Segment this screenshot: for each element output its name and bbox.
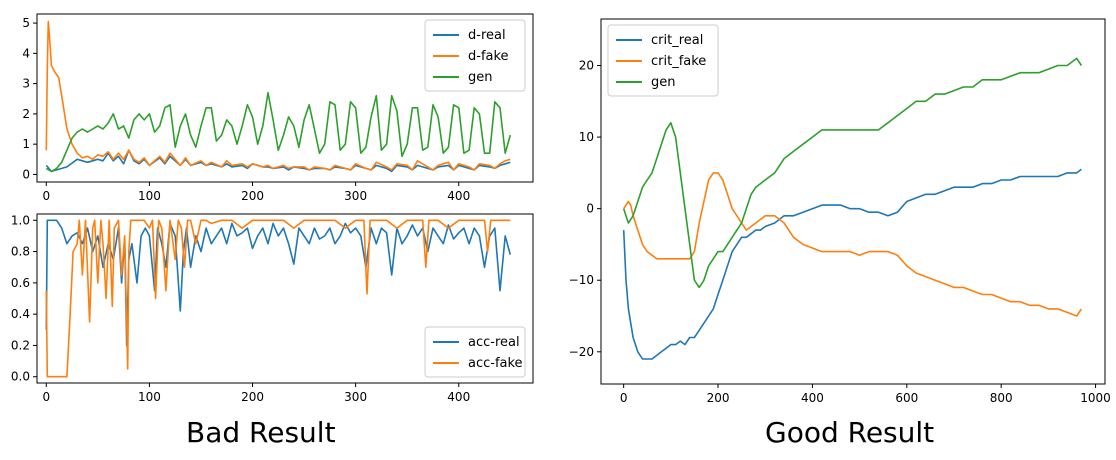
accuracy-xtick-label: 400 [447, 390, 470, 404]
accuracy-legend-label-acc-fake: acc-fake [468, 356, 523, 371]
wgan-xtick-label: 200 [707, 391, 730, 405]
accuracy-xtick-label: 100 [138, 390, 161, 404]
loss-xtick-label: 400 [447, 189, 470, 203]
wgan-ytick-label: −10 [569, 273, 594, 287]
wgan-legend-label-crit-real: crit_real [651, 33, 703, 48]
accuracy-ytick-label: 0.2 [11, 338, 30, 352]
accuracy-xtick-label: 0 [42, 390, 50, 404]
loss-xtick-label: 300 [344, 189, 367, 203]
loss-chart: 0 100 200 300 400 0 1 2 3 4 5 d-real d-fake gen [22, 13, 534, 203]
loss-line-d-fake [45, 20, 511, 171]
wgan-chart: 0 200 400 600 800 1000−20−1001020crit_realcri… [569, 18, 1111, 405]
loss-legend: d-real d-fake gen [424, 19, 526, 92]
wgan-legend-label-gen: gen [651, 75, 676, 90]
accuracy-axes-frame [36, 213, 534, 384]
wgan-ytick-label: −20 [569, 345, 594, 359]
loss-ytick-label: 0 [22, 167, 30, 181]
loss-legend-label-gen: gen [468, 70, 493, 85]
wgan-xtick-label: 0 [620, 391, 628, 405]
loss-ytick-label: 2 [22, 107, 30, 121]
wgan-xtick-label: 400 [801, 391, 824, 405]
accuracy-xtick-label: 300 [344, 390, 367, 404]
loss-ytick-label: 1 [22, 137, 30, 151]
accuracy-ytick-label: 0.4 [11, 307, 30, 321]
wgan-ytick-label: 10 [579, 130, 594, 144]
wgan-xtick-label: 1000 [1080, 391, 1111, 405]
loss-axes-frame [36, 13, 534, 183]
accuracy-xtick-label: 200 [241, 390, 264, 404]
loss-ytick-label: 3 [22, 77, 30, 91]
accuracy-series-group [45, 219, 512, 378]
accuracy-legend-box [424, 326, 526, 378]
wgan-xtick-label: 800 [990, 391, 1013, 405]
loss-xtick-label: 0 [42, 189, 50, 203]
loss-ytick-label: 4 [22, 46, 30, 60]
loss-ytick-label: 5 [22, 16, 30, 30]
wgan-line-crit-fake [623, 172, 1083, 317]
accuracy-ytick-label: 0.6 [11, 276, 30, 290]
loss-legend-label-d-fake: d-fake [468, 49, 509, 64]
wgan-axes-frame [600, 18, 1106, 385]
bad-result-caption: Bad Result [186, 416, 336, 449]
wgan-legend-box [607, 24, 719, 97]
accuracy-ytick-label: 0.8 [11, 245, 30, 259]
loss-series-group [45, 20, 512, 173]
wgan-ytick-label: 0 [586, 202, 594, 216]
accuracy-ytick-label: 1.0 [11, 213, 30, 227]
loss-xtick-label: 100 [138, 189, 161, 203]
loss-legend-label-d-real: d-real [468, 28, 506, 43]
wgan-series-group [622, 57, 1083, 360]
wgan-ytick-label: 20 [579, 59, 594, 73]
good-result-caption: Good Result [765, 416, 935, 449]
accuracy-ytick-label: 0.0 [11, 370, 30, 384]
loss-line-gen [45, 91, 512, 173]
loss-xtick-label: 200 [241, 189, 264, 203]
loss-line-d-real [45, 149, 511, 173]
wgan-legend-label-crit-fake: crit_fake [651, 54, 706, 69]
accuracy-legend-label-acc-real: acc-real [468, 335, 520, 350]
accuracy-legend: acc-real acc-fake [424, 326, 526, 378]
accuracy-line-acc-real [45, 219, 512, 347]
accuracy-chart: 0 100 200 300 4000.00.20.40.60.81.0acc-reala… [11, 213, 534, 404]
wgan-line-gen [622, 57, 1083, 289]
loss-legend-box [424, 19, 526, 92]
wgan-xtick-label: 600 [895, 391, 918, 405]
accuracy-line-acc-fake [45, 219, 511, 378]
